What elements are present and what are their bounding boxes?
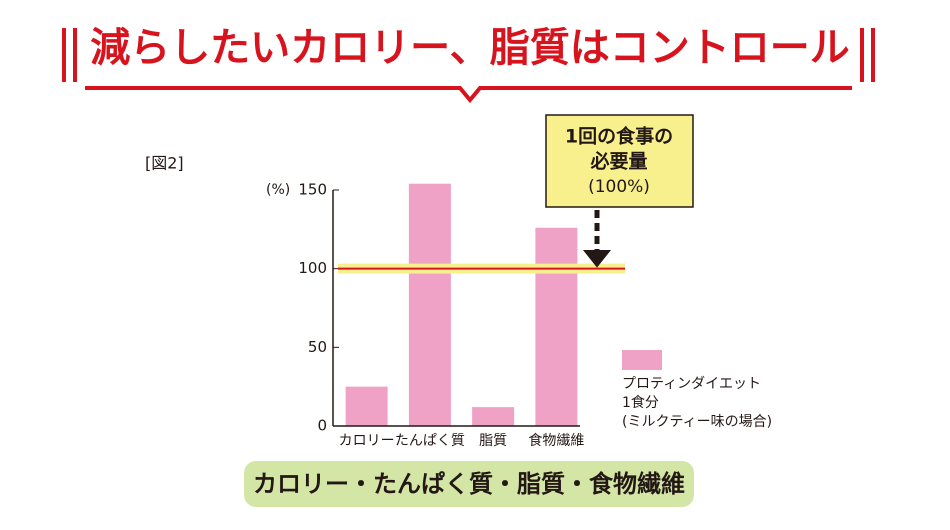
callout-box: [545, 114, 694, 208]
bar: [345, 386, 388, 426]
caption: カロリー・たんぱく質・脂質・食物繊維: [253, 470, 685, 498]
legend-swatch: [622, 350, 662, 370]
legend-line: プロティンダイエット: [622, 376, 761, 392]
legend-line: 1食分: [622, 394, 659, 411]
bar: [408, 183, 451, 426]
callout-text: (100%): [588, 177, 650, 197]
bar: [472, 407, 515, 426]
x-tick-label: 脂質: [479, 433, 507, 449]
y-tick-label: 100: [298, 259, 327, 277]
title-frame: [62, 28, 875, 104]
chart-title: 減らしたいカロリー、脂質はコントロール: [90, 25, 850, 71]
y-axis-label: (%): [266, 182, 290, 198]
y-tick-label: 0: [317, 417, 327, 435]
x-tick-label: 食物繊維: [528, 432, 584, 449]
callout-text: 必要量: [589, 150, 647, 173]
y-tick-label: 150: [298, 181, 327, 199]
legend-label: プロティンダイエット 1食分 (ミルクティー味の場合): [622, 376, 772, 430]
callout-arrowhead: [583, 250, 611, 268]
figure-label: [図2]: [145, 154, 184, 173]
bar: [535, 227, 578, 426]
callout-text: 1回の食事の: [565, 125, 673, 148]
y-tick-label: 50: [308, 338, 327, 356]
x-tick-label: たんぱく質: [395, 433, 465, 449]
caption-box: [244, 461, 694, 507]
x-tick-label: カロリー: [339, 433, 395, 449]
legend-line: (ミルクティー味の場合): [622, 414, 772, 430]
